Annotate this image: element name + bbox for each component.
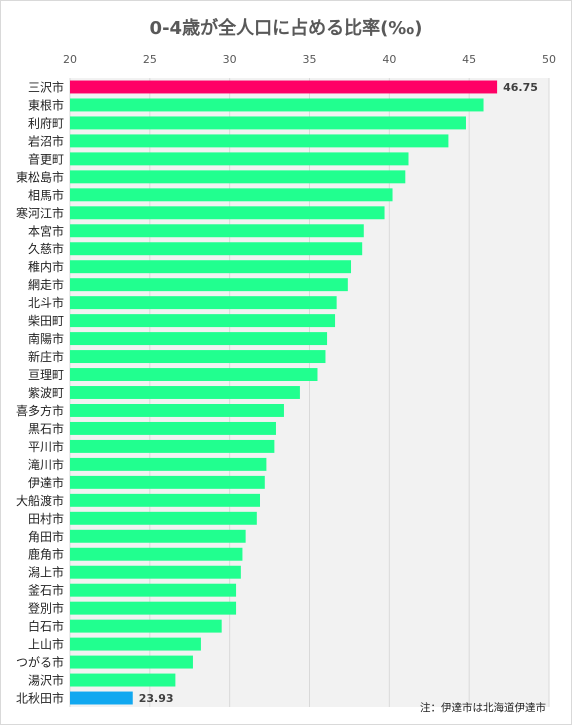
x-tick-label: 20 <box>63 53 77 66</box>
x-tick-label: 45 <box>462 53 476 66</box>
chart-note: 注：伊達市は北海道伊達市 <box>420 702 546 714</box>
category-label: 潟上市 <box>28 565 64 580</box>
bar <box>70 493 261 507</box>
bar <box>70 601 237 615</box>
bar <box>70 170 406 184</box>
category-label: 登別市 <box>28 601 64 616</box>
bar <box>70 511 257 525</box>
category-label: 網走市 <box>28 277 64 292</box>
category-label: 亘理町 <box>28 368 64 382</box>
category-label: 紫波町 <box>28 386 64 400</box>
bar <box>70 421 276 435</box>
bar <box>70 116 466 130</box>
category-label: 黒石市 <box>28 421 64 436</box>
category-label: 湯沢市 <box>28 673 64 688</box>
bar <box>70 224 364 238</box>
category-label: つがる市 <box>16 655 64 670</box>
category-label: 東松島市 <box>16 169 64 184</box>
x-tick-label: 35 <box>303 53 317 66</box>
category-label: 上山市 <box>28 637 64 652</box>
category-label: 岩沼市 <box>28 133 64 148</box>
bar <box>70 278 348 292</box>
category-label: 鹿角市 <box>28 547 64 562</box>
bar <box>70 332 328 346</box>
bar <box>70 188 393 202</box>
category-label: 伊達市 <box>28 475 64 490</box>
category-label: 東根市 <box>28 97 64 112</box>
data-label: 23.93 <box>139 692 174 705</box>
bar <box>70 583 237 597</box>
bar <box>70 368 318 381</box>
bar <box>70 457 267 471</box>
x-tick-label: 25 <box>143 53 157 66</box>
bar <box>70 206 385 220</box>
bar <box>70 655 193 669</box>
bar <box>70 637 201 651</box>
bar <box>70 242 363 256</box>
category-label: 稚内市 <box>28 259 64 274</box>
category-label: 本宮市 <box>28 223 64 238</box>
bar <box>70 565 241 579</box>
bar <box>70 296 337 310</box>
bar <box>70 386 300 399</box>
bar <box>70 619 222 633</box>
category-label: 相馬市 <box>28 187 64 202</box>
bar <box>70 80 498 94</box>
bar <box>70 673 176 687</box>
x-tick-label: 50 <box>542 53 556 66</box>
category-label: 柴田町 <box>28 314 64 328</box>
bar <box>70 134 449 148</box>
category-label: 北秋田市 <box>16 691 64 706</box>
x-tick-label: 30 <box>223 53 237 66</box>
bar <box>70 529 246 543</box>
bar <box>70 350 326 364</box>
category-label: 滝川市 <box>28 457 64 472</box>
bar <box>70 691 133 705</box>
chart-title: 0-4歳が全人口に占める比率(‰) <box>149 18 423 39</box>
bar <box>70 98 484 112</box>
category-label: 北斗市 <box>28 295 64 310</box>
bar <box>70 439 275 453</box>
category-label: 久慈市 <box>28 241 64 256</box>
category-label: 南陽市 <box>28 331 64 346</box>
bar <box>70 152 409 166</box>
bar <box>70 404 284 417</box>
bar <box>70 260 352 274</box>
category-label: 大船渡市 <box>16 493 64 508</box>
bar <box>70 314 336 328</box>
category-label: 音更町 <box>28 151 64 166</box>
category-label: 白石市 <box>28 619 64 634</box>
category-label: 角田市 <box>28 529 64 544</box>
category-label: 新庄市 <box>28 349 64 364</box>
category-label: 平川市 <box>28 439 64 454</box>
category-label: 喜多方市 <box>16 403 64 418</box>
data-label: 46.75 <box>503 81 538 94</box>
bar <box>70 547 243 561</box>
x-tick-label: 40 <box>382 53 396 66</box>
category-label: 田村市 <box>28 511 64 526</box>
bar <box>70 475 265 489</box>
category-label: 寒河江市 <box>16 205 64 220</box>
category-label: 利府町 <box>28 115 64 130</box>
category-label: 釜石市 <box>28 583 64 598</box>
category-label: 三沢市 <box>28 79 64 94</box>
